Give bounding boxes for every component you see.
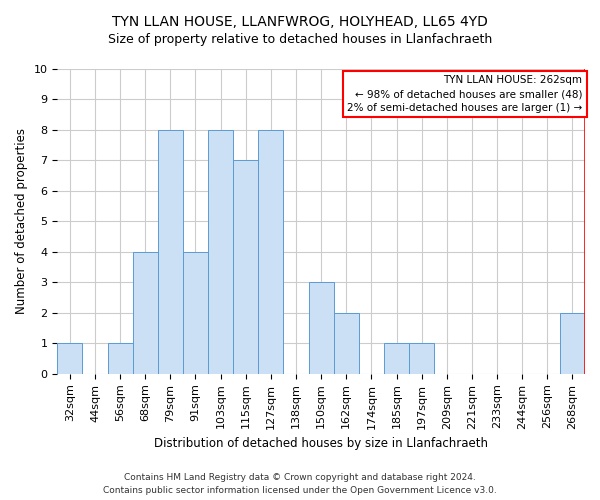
Bar <box>133 252 158 374</box>
Bar <box>107 344 133 374</box>
Bar <box>334 313 359 374</box>
Bar <box>57 344 82 374</box>
Bar <box>560 313 585 374</box>
X-axis label: Distribution of detached houses by size in Llanfachraeth: Distribution of detached houses by size … <box>154 437 488 450</box>
Bar <box>384 344 409 374</box>
Text: TYN LLAN HOUSE, LLANFWROG, HOLYHEAD, LL65 4YD: TYN LLAN HOUSE, LLANFWROG, HOLYHEAD, LL6… <box>112 15 488 29</box>
Bar <box>308 282 334 374</box>
Bar <box>259 130 283 374</box>
Text: Size of property relative to detached houses in Llanfachraeth: Size of property relative to detached ho… <box>108 32 492 46</box>
Bar <box>208 130 233 374</box>
Bar <box>233 160 259 374</box>
Y-axis label: Number of detached properties: Number of detached properties <box>15 128 28 314</box>
Text: Contains HM Land Registry data © Crown copyright and database right 2024.
Contai: Contains HM Land Registry data © Crown c… <box>103 474 497 495</box>
Text: TYN LLAN HOUSE: 262sqm
← 98% of detached houses are smaller (48)
2% of semi-deta: TYN LLAN HOUSE: 262sqm ← 98% of detached… <box>347 75 583 113</box>
Bar <box>158 130 183 374</box>
Bar <box>183 252 208 374</box>
Bar <box>409 344 434 374</box>
